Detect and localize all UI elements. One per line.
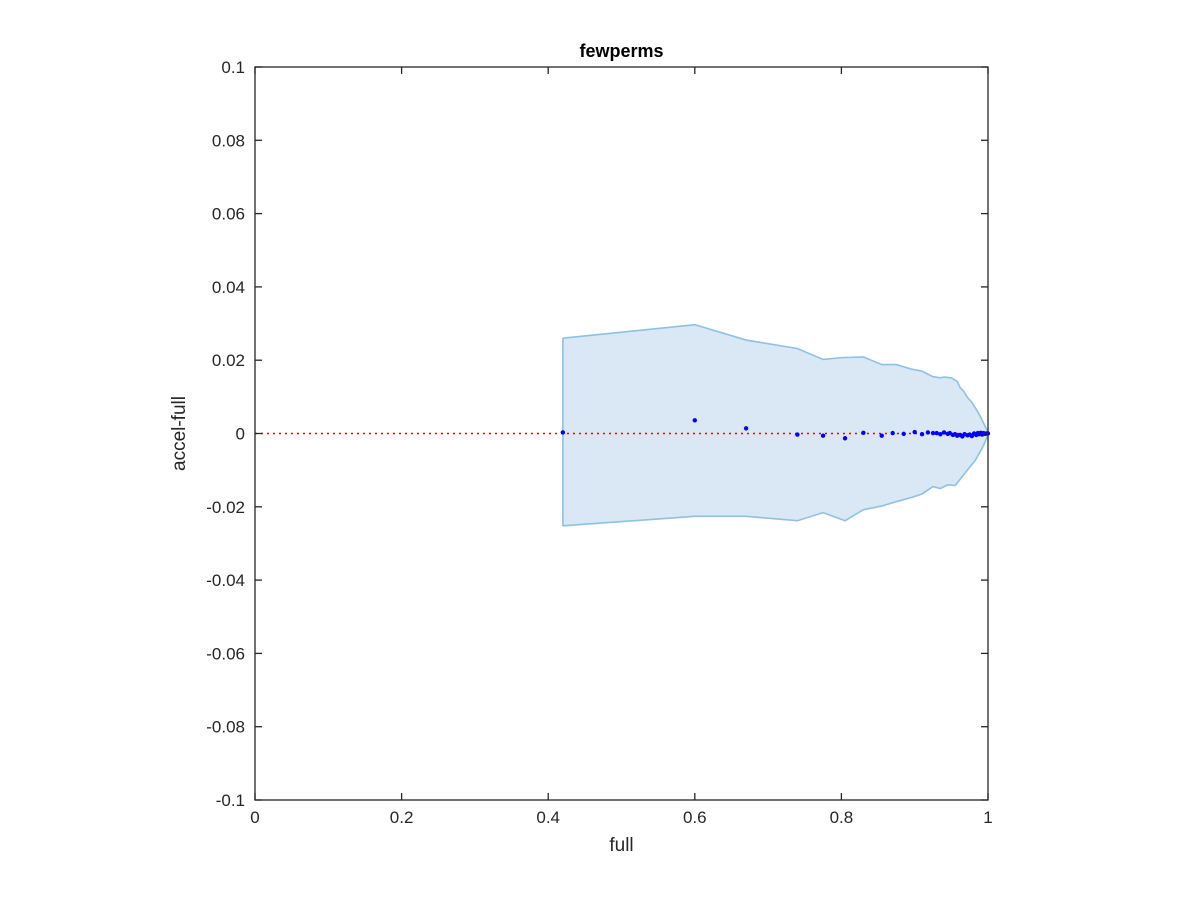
y-tick-label: -0.04: [206, 571, 245, 590]
data-point: [901, 431, 906, 437]
chart-title: fewperms: [579, 41, 663, 61]
confidence-band-lower: [562, 434, 989, 527]
y-axis-label: accel-full: [169, 396, 190, 471]
x-tick-label: 0.6: [683, 808, 707, 827]
y-tick-label: -0.1: [216, 791, 245, 810]
data-point: [861, 430, 866, 435]
y-tick-label: 0: [236, 425, 245, 444]
confidence-band-fill: [562, 324, 988, 526]
x-tick-label: 0.4: [536, 808, 560, 827]
data-point: [934, 430, 939, 436]
confidence-band-upper: [562, 323, 989, 433]
data-point: [692, 418, 697, 423]
y-tick-label: -0.08: [206, 718, 245, 737]
confidence-band-layer: [562, 323, 989, 527]
data-point: [879, 433, 884, 438]
y-tick-label: 0.02: [212, 351, 245, 370]
data-point: [890, 430, 895, 436]
axes-layer: 0 0.2 0.4 0.6 0.8 1 -0.1 -0.08 -0.06 -0.04 -0.02 0 0…: [206, 58, 992, 827]
x-tick-label: 0.8: [830, 808, 854, 827]
data-point: [925, 430, 931, 435]
data-point: [743, 426, 749, 431]
data-point: [842, 436, 848, 441]
data-point: [919, 432, 925, 437]
x-axis-label: full: [609, 835, 633, 856]
x-tick-label: 0: [250, 808, 259, 827]
y-tick-label: 0.08: [212, 131, 245, 150]
data-point: [930, 430, 936, 436]
data-point: [941, 430, 947, 435]
y-tick-label: 0.1: [221, 58, 245, 77]
y-tick-label: -0.06: [206, 644, 245, 663]
data-point: [795, 432, 800, 437]
y-tick-label: -0.02: [206, 498, 245, 517]
data-point: [912, 429, 917, 435]
y-tick-label: 0.06: [212, 205, 245, 224]
data-point: [820, 433, 826, 438]
x-tick-label: 1: [983, 808, 992, 827]
data-point: [560, 430, 566, 435]
y-tick-label: 0.04: [212, 278, 245, 297]
data-point: [938, 432, 943, 437]
x-tick-label: 0.2: [390, 808, 414, 827]
